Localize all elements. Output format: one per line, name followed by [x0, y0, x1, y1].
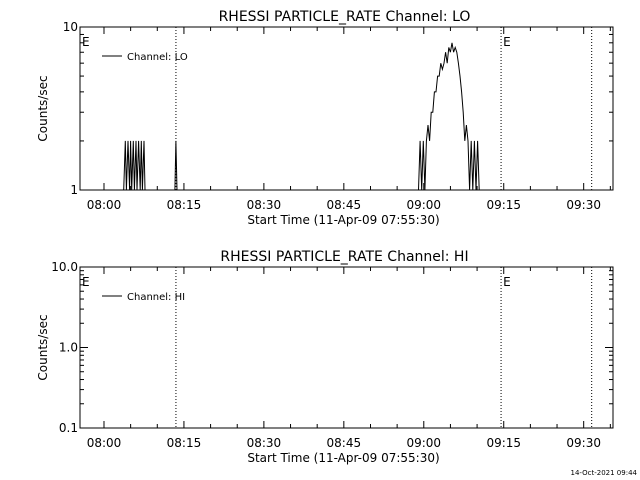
- edge-event-label: E: [82, 35, 90, 49]
- legend-entry: Channel: HI: [127, 292, 185, 303]
- x-tick-label: 09:00: [406, 436, 441, 450]
- y-tick-label: 10.0: [51, 260, 78, 274]
- chart-title: RHESSI PARTICLE_RATE Channel: LO: [219, 9, 471, 25]
- x-tick-label: 08:15: [167, 436, 202, 450]
- event-marker-label: E: [503, 275, 511, 289]
- y-axis-label: Counts/sec: [36, 314, 50, 380]
- footer-timestamp: 14-Oct-2021 09:44: [571, 469, 638, 477]
- x-tick-label: 08:45: [327, 198, 362, 212]
- x-tick-label: 08:00: [87, 198, 122, 212]
- legend-entry: Channel: LO: [127, 52, 188, 63]
- y-axis-label: Counts/sec: [36, 75, 50, 141]
- x-tick-label: 09:15: [486, 436, 521, 450]
- x-tick-label: 08:30: [247, 198, 282, 212]
- chart-title: RHESSI PARTICLE_RATE Channel: HI: [220, 249, 468, 265]
- x-tick-label: 08:00: [87, 436, 122, 450]
- x-tick-label: 08:45: [327, 436, 362, 450]
- x-tick-label: 09:15: [486, 198, 521, 212]
- event-marker-label: E: [503, 35, 511, 49]
- x-tick-label: 08:30: [247, 436, 282, 450]
- x-axis-label: Start Time (11-Apr-09 07:55:30): [247, 451, 439, 465]
- chart-lo-channel: RHESSI PARTICLE_RATE Channel: LO Start Ti…: [36, 9, 614, 227]
- edge-event-label: E: [82, 275, 90, 289]
- series-line: [123, 42, 480, 191]
- x-tick-label: 08:15: [167, 198, 202, 212]
- x-tick-label: 09:00: [406, 198, 441, 212]
- y-tick-label: 1.0: [59, 341, 78, 355]
- y-tick-label: 10: [63, 20, 78, 34]
- x-tick-label: 09:30: [566, 436, 601, 450]
- y-tick-label: 0.1: [59, 421, 78, 435]
- chart-hi-channel: RHESSI PARTICLE_RATE Channel: HI Start Ti…: [36, 249, 614, 465]
- x-tick-label: 09:30: [566, 198, 601, 212]
- y-tick-label: 1: [70, 183, 78, 197]
- x-axis-label: Start Time (11-Apr-09 07:55:30): [247, 213, 439, 227]
